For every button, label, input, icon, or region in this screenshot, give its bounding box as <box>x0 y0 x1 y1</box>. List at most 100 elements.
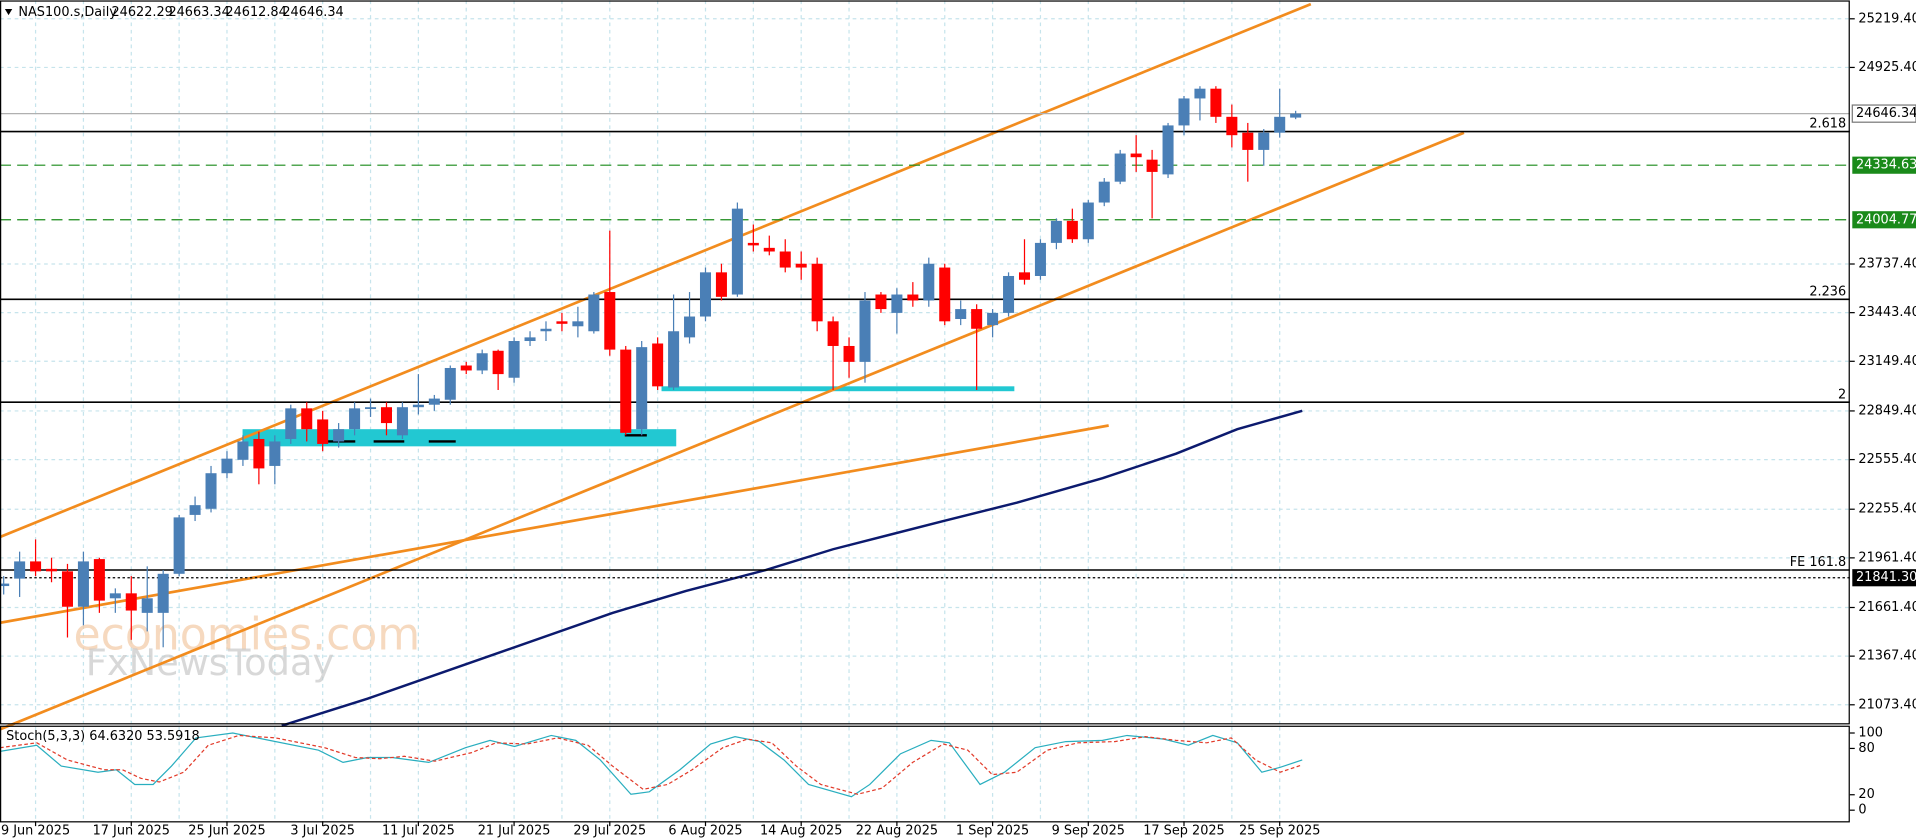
y-tick-label: 21367.40 <box>1858 649 1916 664</box>
candle-body <box>444 367 456 400</box>
ohlc-value: 24612.84 <box>225 5 286 20</box>
candle-body <box>253 438 265 469</box>
x-tick-label: 25 Sep 2025 <box>1239 824 1321 839</box>
candle-body <box>747 242 759 246</box>
level-label: 2.236 <box>1809 284 1846 299</box>
candle-body <box>684 316 696 338</box>
candle-body <box>460 365 472 371</box>
candle-body <box>811 263 823 322</box>
y-tick-label: 21073.40 <box>1858 697 1916 712</box>
menu-arrow[interactable] <box>4 8 13 16</box>
chart-title: NAS100.s,Daily <box>18 5 117 20</box>
candle-body <box>30 561 42 572</box>
candle-body <box>412 404 424 408</box>
candle-body <box>349 408 361 430</box>
candle-body <box>859 300 871 362</box>
candle-body <box>365 407 377 410</box>
candle-body <box>795 263 807 268</box>
price-label: 21841.30 <box>1856 570 1916 585</box>
watermark: FxNewsToday <box>86 641 334 684</box>
price-label-box <box>1852 156 1916 174</box>
candle-body <box>907 294 919 301</box>
y-tick-label: 22849.40 <box>1858 403 1916 418</box>
candle-body <box>1210 88 1222 117</box>
main-panel-frame <box>0 0 1850 725</box>
x-tick-label: 29 Jul 2025 <box>573 824 646 839</box>
stoch-panel-frame <box>0 725 1850 823</box>
candle-body <box>668 331 680 388</box>
candle-body <box>1178 98 1190 126</box>
x-tick-label: 1 Sep 2025 <box>956 824 1029 839</box>
x-tick-label: 11 Jul 2025 <box>382 824 455 839</box>
candle-body <box>396 407 408 436</box>
current-price-box <box>1851 104 1916 123</box>
x-tick-label: 25 Jun 2025 <box>188 824 265 839</box>
levels: 2.618 2.236 2 FE 161.8 <box>0 113 1850 579</box>
x-tick-label: 14 Aug 2025 <box>760 824 842 839</box>
candle-body <box>1114 153 1126 182</box>
candles <box>0 86 1302 648</box>
candle-body <box>125 593 137 611</box>
y-tick-label: 23149.40 <box>1858 354 1916 369</box>
stoch-signal <box>0 734 1303 795</box>
stoch-tick-label: 0 <box>1858 803 1866 818</box>
candle-body <box>604 292 616 350</box>
candle-body <box>556 321 568 324</box>
candle-body <box>572 321 584 327</box>
candle-body <box>939 267 951 322</box>
candle-body <box>428 398 440 405</box>
candle-body <box>380 407 392 424</box>
candle-body <box>923 263 935 301</box>
price-label: 24334.63 <box>1856 158 1916 173</box>
candle-body <box>524 337 536 342</box>
candle-body <box>269 441 281 466</box>
candle-body <box>237 441 249 460</box>
moving-average <box>281 409 1303 727</box>
candle-body <box>1130 153 1142 158</box>
ohlc-value: 24663.34 <box>168 5 229 20</box>
y-tick-label: 23737.40 <box>1858 257 1916 272</box>
candle-body <box>955 309 967 320</box>
candle-body <box>827 321 839 346</box>
y-tick-label: 21661.40 <box>1858 600 1916 615</box>
candle-body <box>476 353 488 371</box>
stoch-tick-label: 80 <box>1858 741 1874 756</box>
x-tick-label: 17 Sep 2025 <box>1143 824 1225 839</box>
candle-body <box>317 419 329 444</box>
x-tick-label: 22 Aug 2025 <box>856 824 938 839</box>
current-price-label: 24646.34 <box>1856 106 1916 121</box>
candle-body <box>93 559 105 601</box>
y-tick-label: 25219.40 <box>1858 11 1916 26</box>
x-tick-label: 21 Jul 2025 <box>478 824 551 839</box>
y-tick-label: 22255.40 <box>1858 502 1916 517</box>
axes: 25219.40 24925.40 23737.40 23443.40 23149.40… <box>1 11 1916 838</box>
y-tick-label: 22555.40 <box>1858 452 1916 467</box>
candle-body <box>221 458 233 474</box>
drawings <box>0 2 1465 731</box>
channel-line <box>0 131 1465 731</box>
level-label: 2 <box>1838 387 1846 402</box>
candle-body <box>1018 272 1031 280</box>
candle-body <box>1290 113 1302 118</box>
stoch-tick-label: 100 <box>1858 726 1883 741</box>
candle-body <box>1082 202 1094 240</box>
x-tick-label: 9 Jun 2025 <box>1 824 70 839</box>
price-label-box <box>1852 569 1916 587</box>
candle-body <box>891 294 903 313</box>
x-tick-label: 17 Jun 2025 <box>93 824 170 839</box>
candle-body <box>189 505 201 515</box>
candle-body <box>333 429 345 442</box>
ohlc-value: 24646.34 <box>282 5 343 20</box>
candle-body <box>620 349 632 433</box>
candle-body <box>1194 88 1206 99</box>
price-label-box <box>1852 211 1916 229</box>
candle-body <box>141 598 153 613</box>
stoch-main <box>0 732 1303 798</box>
y-tick-label: 23443.40 <box>1858 305 1916 320</box>
candle-body <box>1003 275 1015 313</box>
stoch-label: Stoch(5,3,3) 64.6320 53.5918 <box>6 729 200 744</box>
candle-body <box>301 408 313 430</box>
candle-body <box>1258 132 1270 150</box>
candle-body <box>699 272 712 317</box>
candle-body <box>1162 125 1174 175</box>
